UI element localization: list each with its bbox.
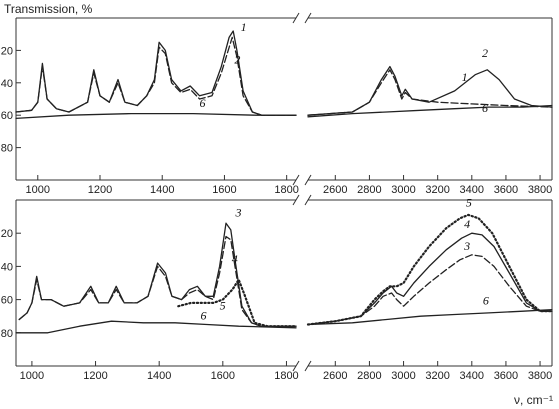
top-right-series-1-line <box>307 69 553 116</box>
x-tick-label: 3800 <box>528 184 552 196</box>
x-tick-label: 1600 <box>211 370 235 382</box>
x-tick-label: 1200 <box>83 370 107 382</box>
x-tick-label: 2600 <box>323 184 347 196</box>
x-tick-label: 1600 <box>212 184 236 196</box>
curve-label-3: 3 <box>235 206 242 220</box>
top-right-break-top <box>304 12 312 24</box>
bottom-left-series-5-line <box>177 278 298 328</box>
bottom-right-series-5-line <box>306 213 554 326</box>
bottom-right-break-bottom <box>304 360 312 372</box>
x-tick-label: 3400 <box>460 184 484 196</box>
curve-label-5: 5 <box>220 299 226 313</box>
x-tick-label: 3200 <box>425 370 449 382</box>
x-tick-label: 1400 <box>147 370 171 382</box>
x-tick-label: 3800 <box>528 370 552 382</box>
bottom-right-series-3-line <box>307 254 553 326</box>
x-tick-label: 3000 <box>391 184 415 196</box>
top-left-series-2-line <box>15 36 297 116</box>
top-left-break-bottom <box>292 174 300 186</box>
y-tick-label: 60 <box>1 110 13 122</box>
bottom-left-break-top <box>292 194 300 206</box>
x-tick-label: 2800 <box>357 184 381 196</box>
x-tick-label: 3400 <box>460 370 484 382</box>
bottom-right-series-4-line <box>307 232 553 326</box>
x-tick-label: 1000 <box>26 184 50 196</box>
bottom-left-series-6-line <box>15 320 297 334</box>
curve-label-1: 1 <box>241 20 247 34</box>
top-right-break-bottom <box>304 174 312 186</box>
y-tick-label: 20 <box>1 228 13 240</box>
bottom-left-series-3-line <box>18 222 297 327</box>
curve-label-4: 4 <box>232 252 238 266</box>
top-left-series-6-line <box>15 112 297 120</box>
curve-label-1: 1 <box>462 70 468 84</box>
curve-label-4: 4 <box>464 217 470 231</box>
top-right-series-2-line <box>307 65 553 116</box>
x-tick-label: 3600 <box>494 370 518 382</box>
curve-label-5: 5 <box>466 196 472 210</box>
curve-label-2: 2 <box>482 46 488 60</box>
x-tick-label: 2600 <box>323 370 347 382</box>
x-tick-label: 1000 <box>20 370 44 382</box>
y-tick-label: 40 <box>1 78 13 90</box>
x-tick-label: 1800 <box>274 184 298 196</box>
x-tick-label: 3200 <box>425 184 449 196</box>
x-tick-label: 1200 <box>88 184 112 196</box>
bottom-left-series-4-line <box>18 235 297 327</box>
bottom-right-series-6-line <box>307 308 553 326</box>
x-tick-label: 1400 <box>150 184 174 196</box>
top-left-break-top <box>292 12 300 24</box>
x-axis-title: ν, cm⁻¹ <box>514 393 553 407</box>
top-right-series-6-line <box>307 104 553 118</box>
curve-label-6: 6 <box>483 294 489 308</box>
x-tick-label: 2800 <box>357 370 381 382</box>
y-tick-label: 40 <box>1 261 13 273</box>
x-tick-label: 3600 <box>494 184 518 196</box>
x-tick-label: 1800 <box>274 370 298 382</box>
curve-label-6: 6 <box>482 101 488 115</box>
curve-label-3: 3 <box>463 239 470 253</box>
y-tick-label: 60 <box>1 295 13 307</box>
curve-label-6: 6 <box>201 309 207 323</box>
bottom-left-break-bottom <box>292 360 300 372</box>
y-axis-title: Transmission, % <box>4 2 93 16</box>
y-tick-label: 20 <box>1 45 13 57</box>
y-tick-label: 80 <box>1 143 13 155</box>
curve-label-6: 6 <box>200 96 206 110</box>
bottom-right-break-top <box>304 194 312 206</box>
curve-label-2: 2 <box>234 52 240 66</box>
y-tick-label: 80 <box>1 328 13 340</box>
x-tick-label: 3000 <box>391 370 415 382</box>
